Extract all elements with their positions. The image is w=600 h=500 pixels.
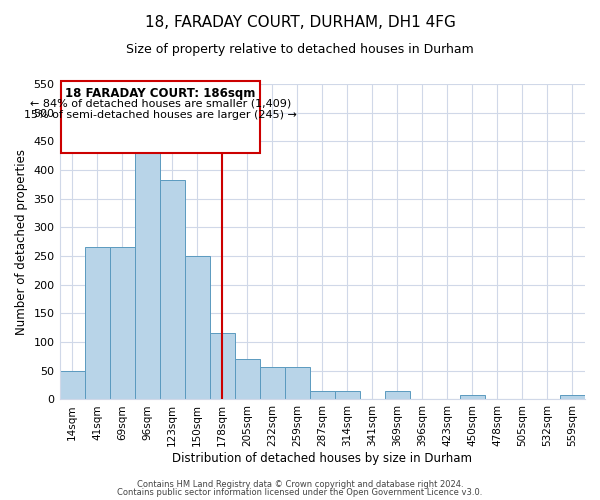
Bar: [335, 391, 360, 400]
Text: 18 FARADAY COURT: 186sqm: 18 FARADAY COURT: 186sqm: [65, 87, 256, 100]
Bar: [185, 256, 209, 400]
Text: Contains public sector information licensed under the Open Government Licence v3: Contains public sector information licen…: [118, 488, 482, 497]
Bar: [110, 248, 134, 400]
Y-axis label: Number of detached properties: Number of detached properties: [15, 148, 28, 334]
Bar: [310, 391, 335, 400]
Text: 15% of semi-detached houses are larger (245) →: 15% of semi-detached houses are larger (…: [24, 110, 296, 120]
X-axis label: Distribution of detached houses by size in Durham: Distribution of detached houses by size …: [172, 452, 472, 465]
Bar: [134, 153, 160, 400]
FancyBboxPatch shape: [61, 81, 260, 153]
Bar: [235, 360, 260, 400]
Bar: [160, 180, 185, 400]
Bar: [460, 396, 485, 400]
Bar: [209, 334, 235, 400]
Bar: [285, 367, 310, 400]
Text: 18, FARADAY COURT, DURHAM, DH1 4FG: 18, FARADAY COURT, DURHAM, DH1 4FG: [145, 15, 455, 30]
Bar: [260, 367, 285, 400]
Bar: [385, 392, 410, 400]
Bar: [59, 371, 85, 400]
Text: ← 84% of detached houses are smaller (1,409): ← 84% of detached houses are smaller (1,…: [29, 98, 291, 108]
Bar: [560, 396, 585, 400]
Bar: [85, 248, 110, 400]
Text: Contains HM Land Registry data © Crown copyright and database right 2024.: Contains HM Land Registry data © Crown c…: [137, 480, 463, 489]
Text: Size of property relative to detached houses in Durham: Size of property relative to detached ho…: [126, 42, 474, 56]
